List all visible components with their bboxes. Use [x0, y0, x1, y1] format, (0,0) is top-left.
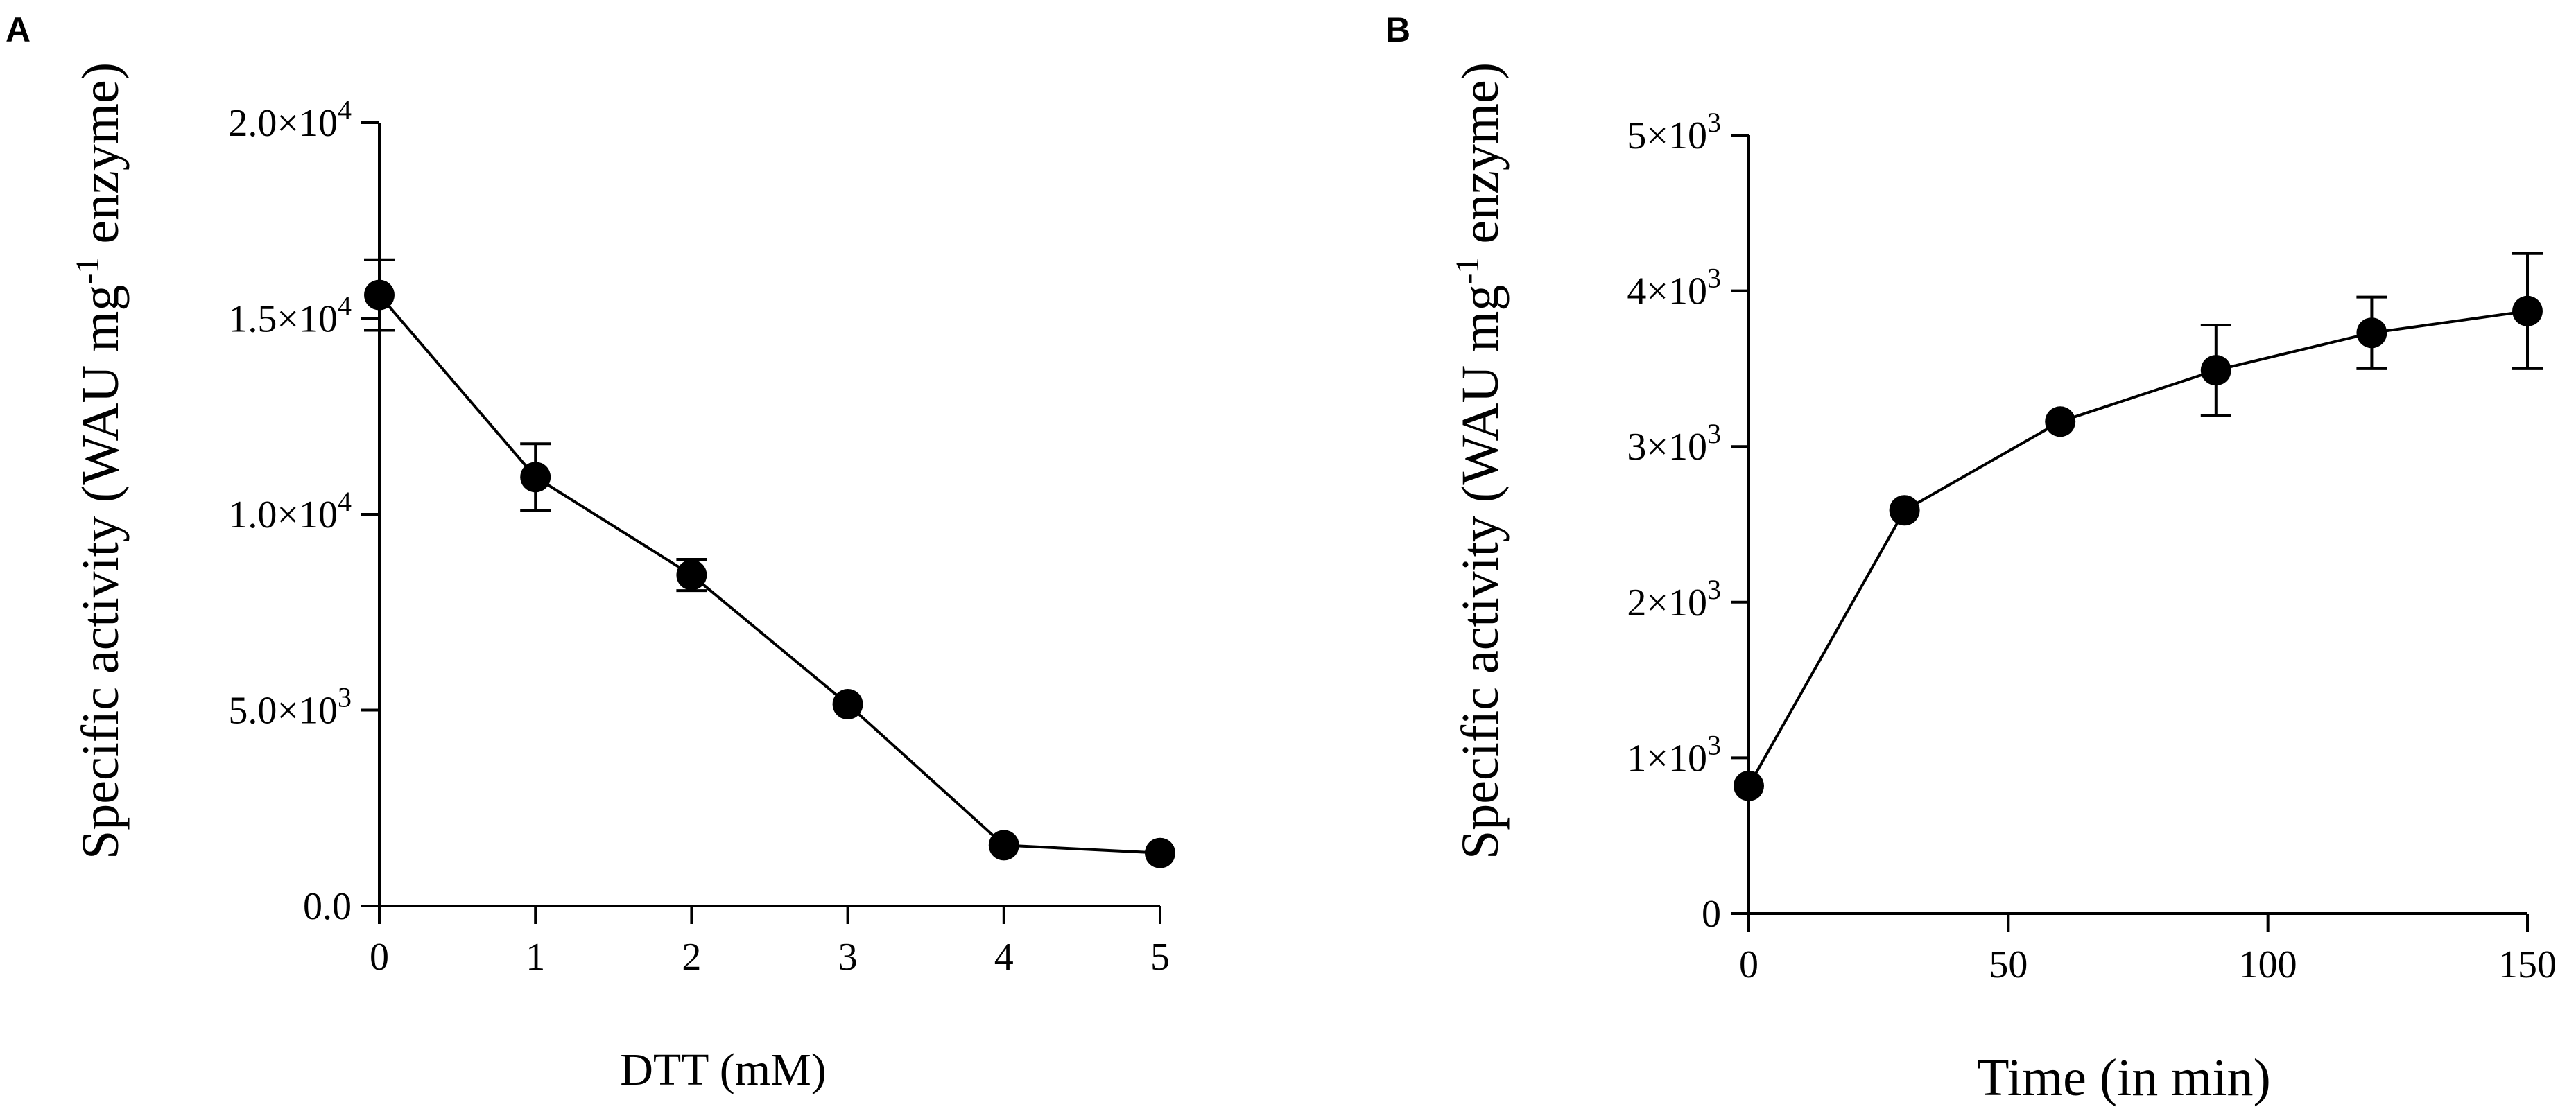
- panel-b-y-tick-label: 2×103: [1627, 574, 1721, 624]
- panel-b-data-point: [2045, 406, 2076, 437]
- panel-a-data-point: [988, 830, 1019, 861]
- panel-b-y-axis-title-main: Specific activity (WAU mg: [1451, 285, 1510, 859]
- panel-b-letter: B: [1385, 10, 1410, 49]
- panel-a-x-tick-label: 1: [526, 936, 545, 979]
- panel-b-y-tick-label: 1×103: [1627, 729, 1721, 780]
- panel-a-x-tick-label: 5: [1150, 936, 1170, 979]
- panel-b-y-ticks: 0 1×103 2×103 3×103 4×103 5×103: [1627, 107, 1749, 936]
- panel-a-y-tick-label: 1.5×104: [228, 290, 352, 341]
- panel-b-y-tick-label: 0: [1702, 893, 1721, 936]
- panel-a-y-tick-label: 0.0: [303, 885, 352, 928]
- panel-a-data-point: [832, 689, 863, 720]
- panel-a-data-point: [364, 279, 395, 311]
- panel-b-x-tick-label: 0: [1739, 943, 1758, 986]
- panel-b-x-axis-title: Time (in min): [1977, 1049, 2271, 1107]
- panel-a-y-axis-title-sup: -1: [69, 257, 106, 285]
- panel-a-points: [364, 258, 1175, 868]
- panel-a-y-ticks: 0.0 5.0×103 1.0×104 1.5×104 2.0×104: [228, 94, 379, 928]
- panel-b-data-point: [1889, 495, 1920, 526]
- panel-b-x-ticks: 0 50 100 150: [1739, 914, 2557, 986]
- panel-a-axes: [378, 123, 1160, 907]
- panel-b-y-axis-title: Specific activity (WAU mg-1 enzyme): [1449, 62, 1510, 859]
- panel-a-y-tick-label: 1.0×104: [228, 486, 352, 536]
- panel-b-points: [1734, 252, 2543, 801]
- panel-a-data-point: [520, 462, 551, 493]
- panel-b-y-tick-label: 4×103: [1627, 263, 1721, 313]
- panel-a-letter: A: [6, 10, 31, 49]
- panel-a-y-axis-title: Specific activity (WAU mg-1 enzyme): [69, 62, 130, 859]
- panel-b: B Specific activity (WAU mg-1 enzyme) Ti…: [1385, 10, 2557, 1107]
- panel-b-x-tick-label: 100: [2239, 943, 2297, 986]
- panel-a-x-tick-label: 0: [370, 936, 389, 979]
- panel-a-x-ticks: 0 1 2 3 4 5: [370, 906, 1170, 979]
- panel-b-data-point: [2512, 295, 2543, 326]
- panel-a: A Specific activity (WAU mg-1 enzyme) DT…: [6, 10, 1175, 1095]
- panel-a-series-line: [378, 294, 1161, 855]
- panel-a-x-tick-label: 3: [838, 936, 858, 979]
- panel-a-x-tick-label: 2: [682, 936, 701, 979]
- panel-a-data-point: [1145, 837, 1175, 868]
- panel-b-x-tick-label: 150: [2498, 943, 2557, 986]
- panel-b-x-tick-label: 50: [1989, 943, 2028, 986]
- panel-b-axes: [1747, 135, 2527, 915]
- panel-b-y-axis-title-rest: enzyme): [1451, 62, 1510, 257]
- panel-a-y-axis-title-main: Specific activity (WAU mg: [71, 285, 130, 859]
- panel-a-y-tick-label: 2.0×104: [228, 94, 352, 145]
- panel-b-y-axis-title-sup: -1: [1449, 257, 1486, 285]
- panel-a-y-axis-title-rest: enzyme): [71, 62, 130, 257]
- panel-b-data-point: [1734, 770, 1764, 801]
- panel-b-y-tick-label: 3×103: [1627, 418, 1721, 469]
- panel-a-y-tick-label: 5.0×103: [228, 682, 352, 733]
- panel-b-data-point: [2356, 317, 2387, 349]
- panel-b-series-line: [1747, 309, 2528, 787]
- panel-b-data-point: [2200, 355, 2231, 386]
- panel-a-x-tick-label: 4: [994, 936, 1014, 979]
- panel-a-x-axis-title: DTT (mM): [620, 1045, 827, 1095]
- panel-b-y-tick-label: 5×103: [1627, 107, 1721, 157]
- panel-a-data-point: [676, 559, 707, 591]
